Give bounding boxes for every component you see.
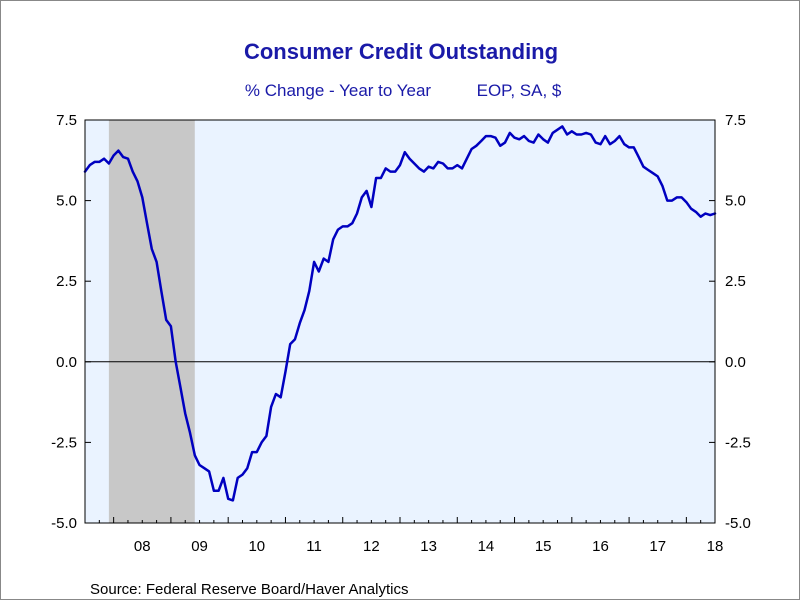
x-tick-label: 13	[420, 538, 437, 555]
series-line-0	[83, 125, 717, 502]
x-tick-label: 10	[248, 538, 265, 555]
chart-subtitle-right: EOP, SA, $	[477, 81, 562, 100]
x-tick-label: 18	[707, 538, 724, 555]
y-tick-label-right: -5.0	[725, 515, 751, 532]
chart-source: Source: Federal Reserve Board/Haver Anal…	[90, 581, 408, 598]
y-tick-label-right: 7.5	[725, 112, 746, 129]
x-tick-label: 12	[363, 538, 380, 555]
axes: 7.5 7.5 5.0 5.0 2.5 2.5 0.0 0.0 -2.5 -2.5 -5.0 -5.0…	[51, 112, 751, 555]
chart-subtitle-left: % Change - Year to Year	[245, 81, 432, 100]
y-tick-label-right: 5.0	[725, 193, 746, 210]
y-tick-label-left: -2.5	[51, 434, 77, 451]
recession-shade	[108, 120, 195, 523]
y-tick-label-right: -2.5	[725, 434, 751, 451]
x-tick-label: 16	[592, 538, 609, 555]
y-tick-label-left: 5.0	[56, 193, 77, 210]
x-tick-label: 11	[306, 538, 322, 555]
chart-title: Consumer Credit Outstanding	[244, 39, 558, 64]
y-tick-label-left: 2.5	[56, 273, 77, 290]
y-tick-label-left: -5.0	[51, 515, 77, 532]
x-tick-label: 09	[191, 538, 208, 555]
y-tick-label-right: 0.0	[725, 354, 746, 371]
y-tick-label-left: 7.5	[56, 112, 77, 129]
x-tick-label: 08	[134, 538, 151, 555]
x-tick-label: 17	[649, 538, 666, 555]
x-tick-label: 14	[478, 538, 495, 555]
plot-area	[83, 120, 717, 523]
y-tick-label-right: 2.5	[725, 273, 746, 290]
y-tick-label-left: 0.0	[56, 354, 77, 371]
x-tick-label: 15	[535, 538, 552, 555]
